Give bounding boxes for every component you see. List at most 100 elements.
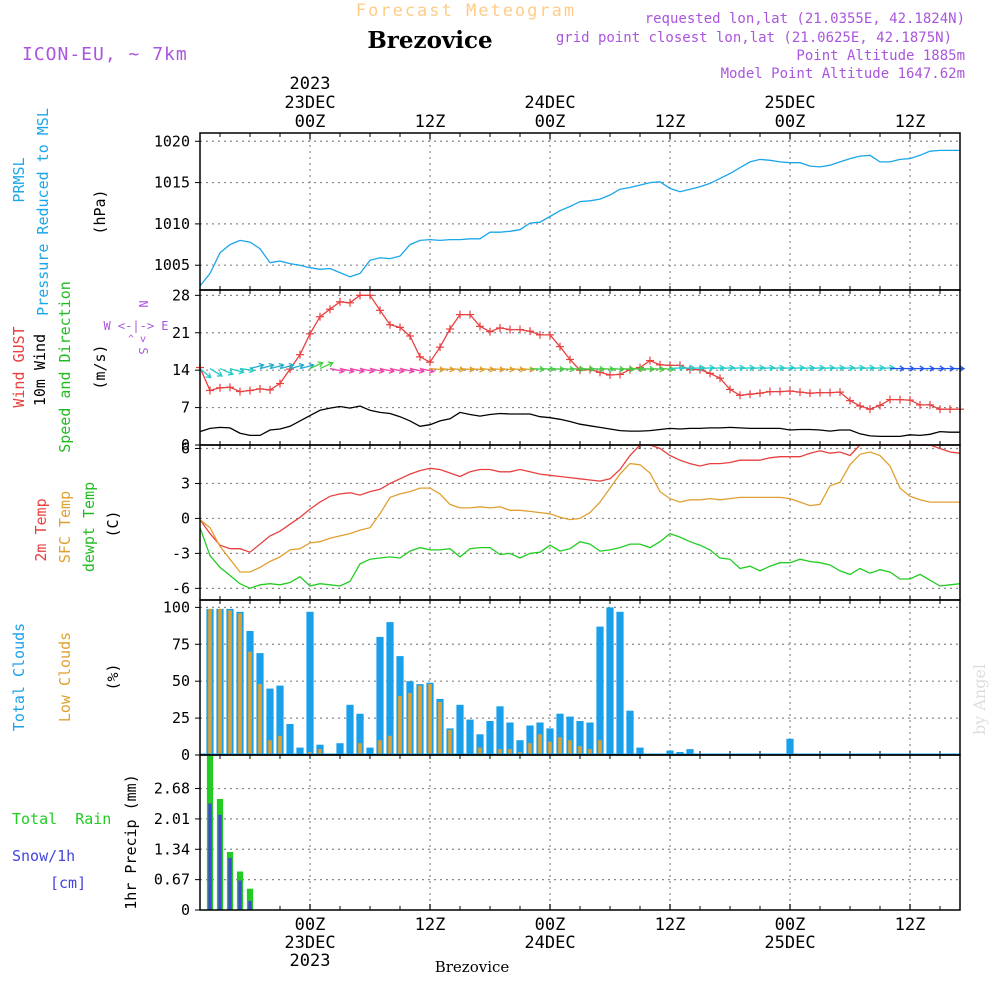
bottom-time-label: 00Z xyxy=(295,915,326,935)
gust-marker xyxy=(806,389,814,398)
wind-direction-arrow xyxy=(519,366,536,373)
total-clouds-bar xyxy=(596,626,604,755)
temp-unit: (C) xyxy=(104,510,122,537)
total-clouds-bar xyxy=(366,747,374,755)
wind-arrow-head xyxy=(679,364,686,372)
panel-temperature: -6 -3 0 3 6 xyxy=(172,439,961,601)
wind-arrow-head xyxy=(959,365,966,372)
wind-direction-arrow xyxy=(699,364,716,372)
wind-direction-arrow xyxy=(759,364,776,372)
wind-arrow-head xyxy=(799,364,806,372)
low-clouds-bar xyxy=(358,743,362,755)
total-clouds-bar xyxy=(476,734,484,755)
wind-arrow-shaft xyxy=(789,366,805,370)
panel-clouds: 0 25 50 75 100 xyxy=(163,598,961,764)
gust-marker xyxy=(716,374,724,383)
wind-direction-arrow xyxy=(729,364,746,372)
cloud-label-2: Low Clouds xyxy=(56,632,74,722)
wind-direction-arrow xyxy=(819,364,836,372)
wind-arrow-head xyxy=(849,364,856,372)
y-tick-label: 21 xyxy=(172,324,190,342)
bottom-time-label: 12Z xyxy=(655,915,686,935)
model-altitude: Model Point Altitude 1647.62m xyxy=(721,66,965,82)
total-clouds-bar xyxy=(376,636,384,755)
bottom-location: Brezovice xyxy=(435,958,510,976)
low-clouds-bar xyxy=(418,685,422,755)
wind-arrow-shaft xyxy=(749,366,765,370)
low-clouds-bar xyxy=(538,734,542,755)
product-title: Forecast Meteogram xyxy=(356,1,576,21)
requested-coords: requested lon,lat (21.0355E, 42.1824N) xyxy=(645,11,965,27)
wind-arrow-head xyxy=(699,364,706,372)
10m-wind-line xyxy=(199,405,960,438)
total-clouds-bar xyxy=(276,685,284,755)
total-clouds-bar xyxy=(496,706,504,755)
compass-arrows: ^ v xyxy=(128,334,146,345)
low-clouds-bar xyxy=(248,651,252,755)
precip-label-1: Total Rain xyxy=(12,810,111,828)
wind-arrow-head xyxy=(769,364,776,372)
wind-direction-arrow xyxy=(950,365,966,372)
low-clouds-bar xyxy=(498,749,502,755)
wind-arrow-head xyxy=(227,369,234,376)
wind-arrow-head xyxy=(449,366,456,373)
gust-marker xyxy=(696,365,704,374)
wind-arrow-head xyxy=(479,366,486,373)
total-clouds-bar xyxy=(286,724,294,755)
y-tick-label: 2.01 xyxy=(154,810,190,828)
wind-arrow-shaft xyxy=(519,367,535,371)
gust-marker xyxy=(506,325,514,334)
gust-marker xyxy=(636,363,644,372)
temp-label-1: 2m Temp xyxy=(32,498,50,561)
wind-arrow-head xyxy=(819,364,826,372)
watermark: by Angel xyxy=(970,664,989,735)
wind-arrow-head xyxy=(258,362,265,370)
total-clouds-bar xyxy=(556,713,564,755)
gust-marker xyxy=(656,360,664,369)
wind-arrow-shaft xyxy=(279,364,294,370)
snow-1h-bar xyxy=(218,814,222,910)
wind-gust-line xyxy=(199,294,960,410)
point-altitude: Point Altitude 1885m xyxy=(796,48,965,64)
total-clouds-bar xyxy=(606,607,614,755)
temp-label-2: SFC Temp xyxy=(56,491,74,563)
wind-arrow-shaft xyxy=(759,366,775,370)
wind-arrow-head xyxy=(759,364,766,372)
wind-direction-arrow xyxy=(259,362,275,370)
total-clouds-bar xyxy=(296,747,304,755)
wind-arrow-shaft xyxy=(839,366,855,370)
top-time-label: 12Z xyxy=(655,112,686,132)
total-clouds-bar xyxy=(266,688,274,755)
bottom-time-label: 23DEC xyxy=(284,933,335,953)
wind-arrow-shaft xyxy=(809,366,825,370)
wind-arrow-head xyxy=(839,364,846,372)
prmsl-line xyxy=(199,149,960,287)
gust-marker xyxy=(236,387,244,396)
wind-direction-arrow xyxy=(219,367,234,376)
wind-arrow-head xyxy=(829,364,836,372)
low-clouds-bar xyxy=(268,740,272,755)
low-clouds-bar xyxy=(318,749,322,755)
wind-arrow-shaft xyxy=(339,367,354,373)
wind-arrow-shaft xyxy=(669,366,685,370)
y-tick-label: 100 xyxy=(163,598,190,616)
wind-direction-arrow xyxy=(739,364,756,372)
wind-direction-arrow xyxy=(229,367,245,375)
wind-arrow-head xyxy=(779,364,786,372)
wind-direction-arrow xyxy=(769,364,786,372)
wind-arrow-head xyxy=(469,366,476,373)
gust-marker xyxy=(486,327,494,336)
wind-arrow-head xyxy=(499,366,506,373)
wind-label-3: Speed and Direction xyxy=(56,281,74,453)
wind-arrow-head xyxy=(298,362,305,370)
gust-marker xyxy=(226,383,234,392)
wind-arrow-shaft xyxy=(679,366,695,370)
gust-marker xyxy=(916,400,924,409)
low-clouds-bar xyxy=(438,701,442,755)
wind-arrow-head xyxy=(489,366,496,373)
gust-marker xyxy=(266,385,274,394)
wind-arrow-shaft xyxy=(429,367,445,371)
total-clouds-bar xyxy=(356,713,364,755)
total-clouds-bar xyxy=(586,722,594,755)
